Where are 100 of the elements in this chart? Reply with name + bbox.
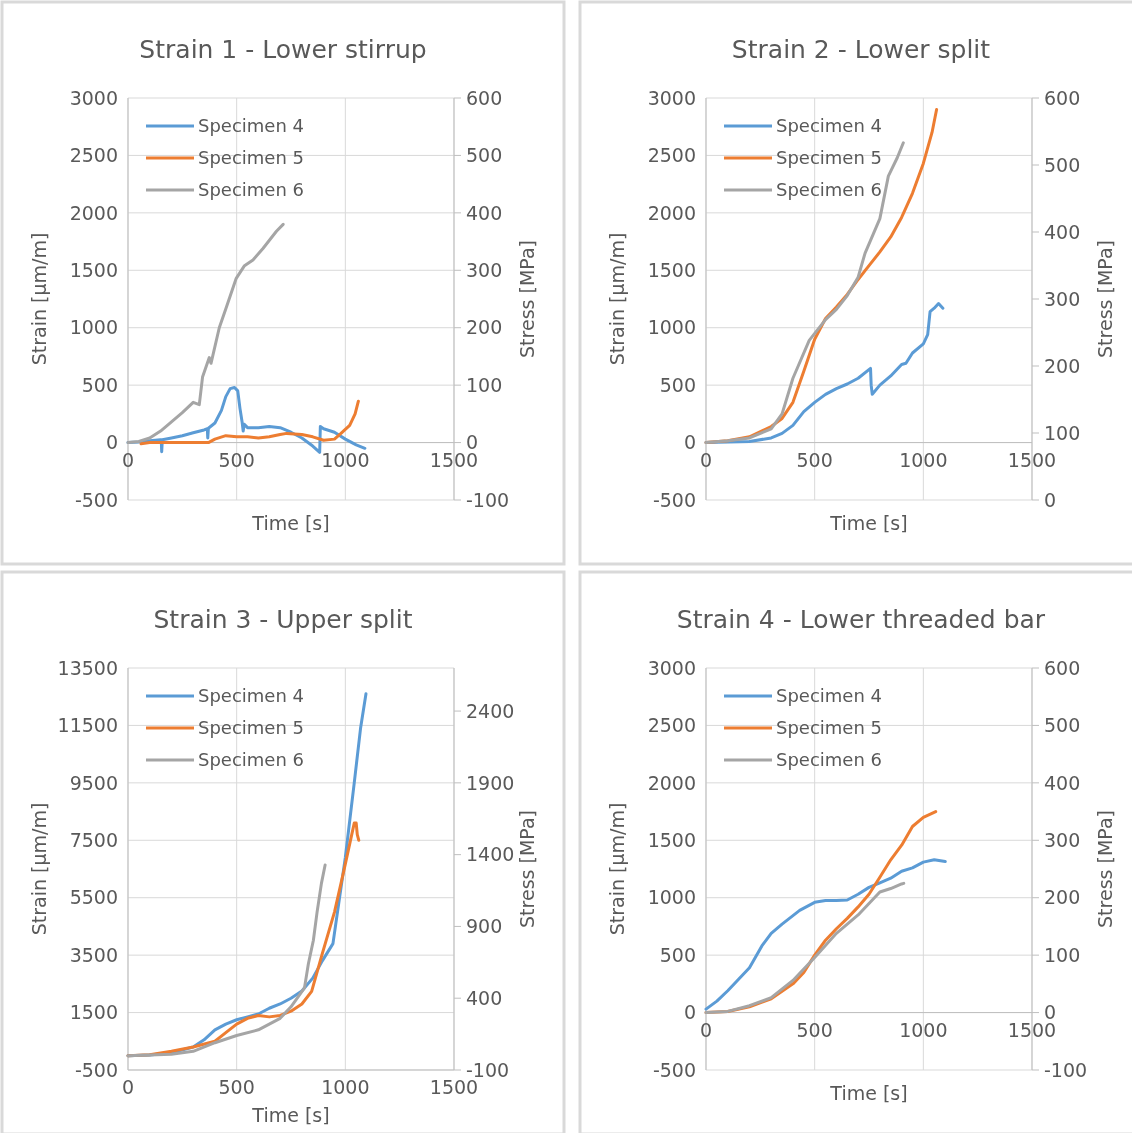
y2-tick-label: 500 <box>466 144 503 167</box>
y2-tick-label: 400 <box>1044 771 1081 794</box>
x-tick-label: 500 <box>796 1018 833 1041</box>
y-tick-label: 3000 <box>647 656 696 679</box>
x-axis-title: Time [s] <box>251 512 330 534</box>
y-tick-label: 1500 <box>647 828 696 851</box>
line-series <box>126 863 327 1058</box>
y2-tick-label: 1400 <box>466 843 515 866</box>
x-axis-title: Time [s] <box>829 1082 908 1104</box>
y-axis-title: Strain [µm/m] <box>606 802 628 936</box>
y-axis-title: Strain [µm/m] <box>28 232 50 366</box>
y-tick-label: 2500 <box>647 714 696 737</box>
y-tick-label: 0 <box>683 1001 696 1024</box>
chart-title: Strain 3 - Upper split <box>153 605 413 634</box>
x-tick-label: 1000 <box>899 448 948 471</box>
x-tick-label: 0 <box>121 1076 135 1098</box>
x-axis-title: Time [s] <box>251 1104 330 1126</box>
y-tick-label: 3500 <box>69 943 118 966</box>
y2-tick-label: 0 <box>1044 488 1057 511</box>
y2-tick-label: 300 <box>1044 287 1081 310</box>
y-tick-label: 11500 <box>57 714 118 737</box>
chart-title: Strain 1 - Lower stirrup <box>139 35 427 64</box>
y-tick-label: 2000 <box>69 201 118 224</box>
y2-tick-label: 600 <box>1044 86 1081 109</box>
legend-label: Specimen 4 <box>776 115 883 137</box>
legend-label: Specimen 6 <box>198 179 305 201</box>
y2-tick-label: 600 <box>466 86 503 109</box>
y-tick-label: 1500 <box>69 1001 118 1024</box>
x-tick-label: 0 <box>699 448 713 471</box>
y-tick-label: -500 <box>74 1058 118 1081</box>
y2-tick-label: 100 <box>1044 943 1081 966</box>
y2-tick-label: 500 <box>1044 153 1081 176</box>
y2-tick-label: 200 <box>1044 354 1081 377</box>
y2-tick-label: 200 <box>466 316 503 339</box>
legend-label: Specimen 5 <box>776 147 883 169</box>
y2-tick-label: 1900 <box>466 771 515 794</box>
y-tick-label: 0 <box>105 431 118 454</box>
y-tick-label: 2000 <box>647 201 696 224</box>
x-tick-label: 1500 <box>1007 448 1057 471</box>
y2-tick-label: 200 <box>1044 886 1081 909</box>
y2-tick-label: 300 <box>466 258 503 281</box>
y2-tick-label: 300 <box>1044 828 1081 851</box>
y-tick-label: -500 <box>74 488 118 511</box>
y-tick-label: 5500 <box>69 886 118 909</box>
x-tick-label: 1000 <box>899 1018 948 1041</box>
y2-tick-label: 2400 <box>466 699 515 722</box>
legend-label: Specimen 4 <box>776 685 883 707</box>
y2-axis-title: Stress [MPa] <box>1094 240 1116 358</box>
y-tick-label: 0 <box>683 431 696 454</box>
legend-label: Specimen 6 <box>776 749 883 771</box>
x-tick-label: 500 <box>796 448 833 471</box>
y-tick-label: 1000 <box>647 886 696 909</box>
y-tick-label: 3000 <box>69 86 118 109</box>
legend-label: Specimen 6 <box>198 749 305 771</box>
y-tick-label: 7500 <box>69 828 118 851</box>
legend-label: Specimen 4 <box>198 685 305 707</box>
x-tick-label: 500 <box>218 1076 255 1098</box>
y-tick-label: 1000 <box>69 316 118 339</box>
x-tick-label: 0 <box>699 1018 713 1041</box>
y2-tick-label: -100 <box>466 488 510 511</box>
y2-tick-label: 500 <box>1044 714 1081 737</box>
y-tick-label: -500 <box>652 1058 696 1081</box>
y-tick-label: 1500 <box>69 258 118 281</box>
y2-tick-label: -100 <box>1044 1058 1088 1081</box>
y-tick-label: 3000 <box>647 86 696 109</box>
y2-tick-label: 400 <box>1044 220 1081 243</box>
y-tick-label: 1000 <box>647 316 696 339</box>
y-tick-label: -500 <box>652 488 696 511</box>
legend-label: Specimen 5 <box>198 147 305 169</box>
line-series <box>704 881 906 1015</box>
y2-axis-title: Stress [MPa] <box>516 810 538 928</box>
y-tick-label: 500 <box>659 943 696 966</box>
y2-axis-title: Stress [MPa] <box>1094 810 1116 928</box>
y2-tick-label: 100 <box>466 373 503 396</box>
y2-tick-label: 400 <box>466 986 503 1009</box>
x-tick-label: 1000 <box>321 1076 370 1098</box>
y-tick-label: 9500 <box>69 771 118 794</box>
x-tick-label: 1000 <box>321 448 370 471</box>
y2-tick-label: 400 <box>466 201 503 224</box>
y2-axis-title: Stress [MPa] <box>516 240 538 358</box>
chart-title: Strain 2 - Lower split <box>731 35 991 64</box>
legend-label: Specimen 5 <box>198 717 305 739</box>
x-axis-title: Time [s] <box>829 512 908 534</box>
line-series <box>126 222 285 445</box>
y-tick-label: 500 <box>659 373 696 396</box>
y2-tick-label: 600 <box>1044 656 1081 679</box>
y-tick-label: 2000 <box>647 771 696 794</box>
x-tick-label: 0 <box>121 448 135 471</box>
y-axis-title: Strain [µm/m] <box>28 802 50 936</box>
line-series <box>704 141 905 445</box>
y-tick-label: 500 <box>81 373 118 396</box>
legend-label: Specimen 4 <box>198 115 305 137</box>
legend-label: Specimen 5 <box>776 717 883 739</box>
line-series <box>704 858 947 1011</box>
y2-tick-label: 900 <box>466 915 503 938</box>
legend-label: Specimen 6 <box>776 179 883 201</box>
line-series <box>139 399 360 446</box>
x-tick-label: 500 <box>218 448 255 471</box>
y-axis-title: Strain [µm/m] <box>606 232 628 366</box>
y-tick-label: 13500 <box>57 656 118 679</box>
